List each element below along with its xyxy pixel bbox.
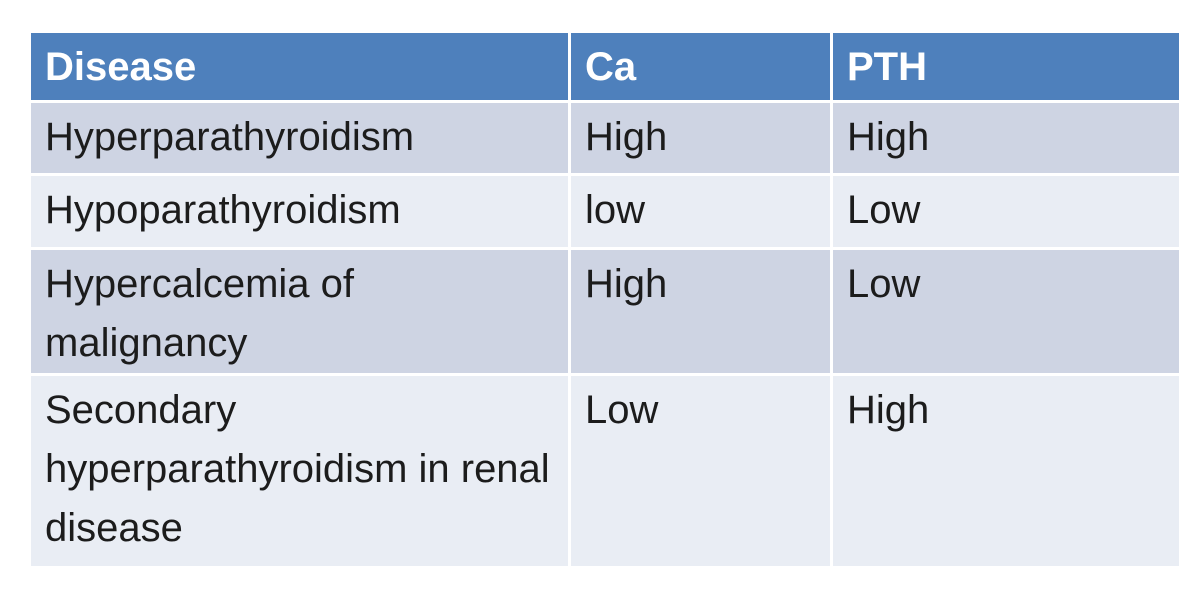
cell-disease: Hypoparathyroidism bbox=[31, 176, 568, 247]
cell-disease: Secondary hyperparathyroidism in renal d… bbox=[31, 376, 568, 566]
column-header-disease: Disease bbox=[31, 33, 568, 100]
disease-ca-pth-table: Disease Ca PTH Hyperparathyroidism High … bbox=[28, 30, 1182, 569]
cell-pth: Low bbox=[833, 250, 1179, 373]
column-header-ca: Ca bbox=[571, 33, 830, 100]
cell-pth: High bbox=[833, 376, 1179, 566]
cell-ca: low bbox=[571, 176, 830, 247]
cell-pth: Low bbox=[833, 176, 1179, 247]
column-header-pth: PTH bbox=[833, 33, 1179, 100]
cell-pth: High bbox=[833, 103, 1179, 173]
cell-ca: High bbox=[571, 103, 830, 173]
header-row: Disease Ca PTH bbox=[31, 33, 1179, 100]
cell-disease: Hypercalcemia of malignancy bbox=[31, 250, 568, 373]
table-row: Secondary hyperparathyroidism in renal d… bbox=[31, 376, 1179, 566]
cell-disease: Hyperparathyroidism bbox=[31, 103, 568, 173]
cell-ca: Low bbox=[571, 376, 830, 566]
table-row: Hypercalcemia of malignancy High Low bbox=[31, 250, 1179, 373]
table-row: Hypoparathyroidism low Low bbox=[31, 176, 1179, 247]
table-row: Hyperparathyroidism High High bbox=[31, 103, 1179, 173]
cell-ca: High bbox=[571, 250, 830, 373]
